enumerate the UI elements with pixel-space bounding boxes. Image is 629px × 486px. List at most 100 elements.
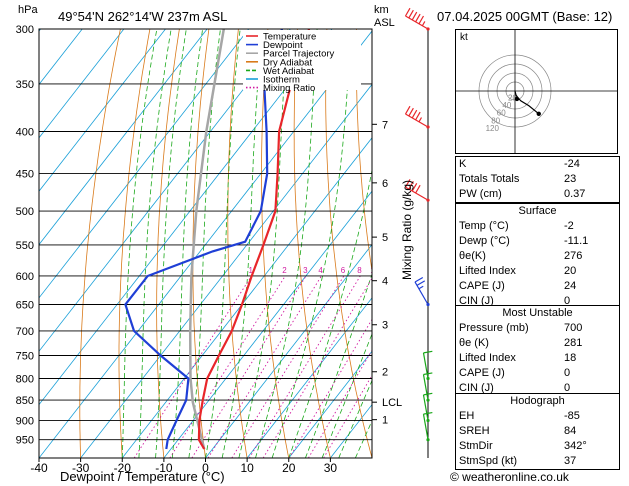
plot-area: 1 2 3 4 6 8 10 15 20 25: [39, 29, 629, 458]
isotherm-line: [39, 29, 291, 352]
dry-adiabat-line: [386, 29, 455, 458]
index-label: Temp (°C): [459, 220, 509, 232]
km-tick-label: 5: [382, 232, 388, 244]
index-label: Dewp (°C): [459, 235, 510, 247]
index-row: K -24: [456, 157, 619, 172]
index-row: EH -85: [456, 409, 619, 424]
index-value: 0: [564, 382, 571, 394]
most-unstable-panel: Most Unstable Pressure (mb) 700 θe (K) 281 Li…: [455, 305, 620, 397]
index-value: 0: [564, 367, 571, 379]
isotherm-line: [288, 350, 372, 458]
parcel-trajectory-line: [188, 29, 226, 450]
index-label: SREH: [459, 425, 490, 437]
pressure-tick-label: 350: [16, 79, 34, 91]
index-label: CIN (J): [459, 382, 494, 394]
hodograph-ring-label: 40: [502, 101, 511, 110]
dry-adiabat-line: [355, 29, 372, 274]
x-tick-label: -10: [155, 461, 173, 475]
index-value: -11.1: [564, 235, 589, 247]
index-row: Lifted Index 18: [456, 351, 619, 366]
isotherm-line: [39, 29, 83, 86]
index-value: 281: [564, 337, 583, 349]
legend-label: Dewpoint: [263, 40, 303, 51]
wind-barb: [404, 179, 430, 202]
km-tick-label: 3: [382, 320, 388, 332]
index-label: K: [459, 158, 467, 170]
pressure-tick-label: 450: [16, 168, 34, 180]
km-tick-label: LCL: [382, 397, 402, 409]
index-row: Totals Totals 23: [456, 172, 619, 187]
isotherm-line: [39, 30, 372, 458]
wind-barb: [422, 372, 433, 402]
unstable-title: Most Unstable: [502, 307, 573, 319]
mixing-ratio-label: 25: [427, 266, 436, 275]
index-row: CIN (J) 0: [456, 294, 619, 309]
hodograph-end-point: [536, 111, 541, 116]
hodograph-ring-label: 80: [491, 116, 500, 125]
mixing-ratio-line: [207, 275, 322, 458]
mixing-ratio-line: [231, 275, 345, 458]
x-tick-label: -20: [114, 461, 132, 475]
dewpoint-line: [124, 29, 284, 450]
hodograph-frame: [455, 29, 618, 154]
index-label: CAPE (J): [459, 280, 505, 292]
legend-label: Temperature: [263, 32, 316, 43]
mixing-ratio-label: 3: [303, 266, 308, 275]
x-tick-label: 30: [324, 461, 338, 475]
hodograph-ring-label: 20: [508, 94, 517, 103]
index-value: 24: [564, 280, 577, 292]
index-label: PW (cm): [459, 188, 502, 200]
location-title: 49°54'N 262°14'W 237m ASL: [58, 9, 228, 24]
mixing-ratio-label: 20: [413, 266, 422, 275]
pressure-tick-label: 600: [16, 271, 34, 283]
legend-label: Mixing Ratio: [263, 83, 315, 94]
hodograph-ring-label: 60: [497, 109, 506, 118]
index-panel-top: K -24 Totals Totals 23 PW (cm) 0.37: [455, 156, 620, 203]
dry-adiabat-line: [622, 29, 629, 458]
mixing-ratio-label: 4: [318, 266, 323, 275]
index-row: StmSpd (kt) 37: [456, 454, 619, 469]
pressure-tick-label: 850: [16, 395, 34, 407]
x-tick-label: 0: [202, 461, 209, 475]
datetime-title: 07.04.2025 00GMT (Base: 12): [437, 9, 613, 24]
wet-adiabat-line: [271, 29, 352, 458]
hpa-label: hPa: [18, 4, 38, 16]
legend-label: Wet Adiabat: [263, 66, 314, 77]
pressure-tick-label: 500: [16, 206, 34, 218]
mixing-ratio-line: [262, 277, 372, 458]
index-row: θe(K) 276: [456, 249, 619, 264]
index-value: 276: [564, 250, 583, 262]
wind-barb: [414, 276, 430, 307]
index-label: Lifted Index: [459, 352, 516, 364]
index-value: 20: [564, 265, 577, 277]
copyright-footer: © weatheronline.co.uk: [450, 470, 569, 484]
index-label: StmDir: [459, 440, 493, 452]
index-value: 23: [564, 173, 577, 185]
legend-label: Dry Adiabat: [263, 57, 312, 68]
km-tick-label: 6: [382, 178, 388, 190]
isotherm-line: [205, 243, 372, 458]
asl-label: ASL: [374, 17, 395, 29]
isotherm-line: [39, 29, 333, 406]
index-value: 37: [564, 455, 577, 467]
index-label: CIN (J): [459, 295, 494, 307]
index-row: Dewp (°C) -11.1: [456, 234, 619, 249]
index-row: Temp (°C) -2: [456, 219, 619, 234]
mixing-ratio-line: [248, 275, 361, 458]
isotherm-line: [246, 297, 372, 458]
mixing-ratio-label: 8: [357, 266, 362, 275]
isotherm-line: [39, 29, 125, 139]
index-value: -85: [564, 410, 580, 422]
hodograph-indices-panel: Hodograph EH -85 SREH 84 StmDir 342° StmSpd (kt…: [455, 393, 620, 470]
mixing-ratio-label: 6: [341, 266, 346, 275]
index-label: Totals Totals: [459, 173, 520, 185]
index-row: Lifted Index 20: [456, 264, 619, 279]
x-tick-label: -40: [30, 461, 48, 475]
hodograph-title: Hodograph: [510, 395, 565, 407]
index-value: -24: [564, 158, 580, 170]
mixing-ratio-label: 1: [249, 266, 254, 275]
wet-adiabat-line: [338, 379, 372, 458]
pressure-tick-label: 300: [16, 24, 34, 36]
index-row: StmDir 342°: [456, 439, 619, 454]
